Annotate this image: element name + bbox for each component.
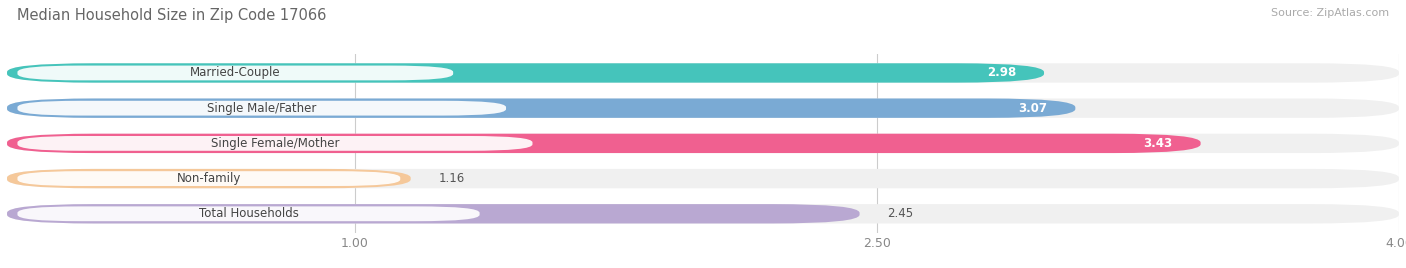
Text: Non-family: Non-family: [177, 172, 240, 185]
FancyBboxPatch shape: [7, 134, 1201, 153]
FancyBboxPatch shape: [17, 101, 506, 116]
Text: 3.07: 3.07: [1018, 102, 1047, 115]
Text: 3.43: 3.43: [1143, 137, 1173, 150]
FancyBboxPatch shape: [17, 206, 479, 221]
FancyBboxPatch shape: [7, 63, 1399, 83]
FancyBboxPatch shape: [7, 63, 1045, 83]
FancyBboxPatch shape: [17, 66, 453, 80]
FancyBboxPatch shape: [7, 169, 411, 188]
FancyBboxPatch shape: [17, 136, 533, 151]
FancyBboxPatch shape: [7, 204, 1399, 224]
Text: 2.98: 2.98: [987, 66, 1017, 80]
FancyBboxPatch shape: [7, 98, 1399, 118]
Text: 2.45: 2.45: [887, 207, 914, 220]
FancyBboxPatch shape: [17, 171, 401, 186]
FancyBboxPatch shape: [7, 98, 1076, 118]
Text: Total Households: Total Households: [198, 207, 298, 220]
FancyBboxPatch shape: [7, 134, 1399, 153]
Text: Married-Couple: Married-Couple: [190, 66, 281, 80]
FancyBboxPatch shape: [7, 169, 1399, 188]
Text: Single Female/Mother: Single Female/Mother: [211, 137, 339, 150]
Text: Source: ZipAtlas.com: Source: ZipAtlas.com: [1271, 8, 1389, 18]
Text: 1.16: 1.16: [439, 172, 465, 185]
Text: Single Male/Father: Single Male/Father: [207, 102, 316, 115]
Text: Median Household Size in Zip Code 17066: Median Household Size in Zip Code 17066: [17, 8, 326, 23]
FancyBboxPatch shape: [7, 204, 859, 224]
